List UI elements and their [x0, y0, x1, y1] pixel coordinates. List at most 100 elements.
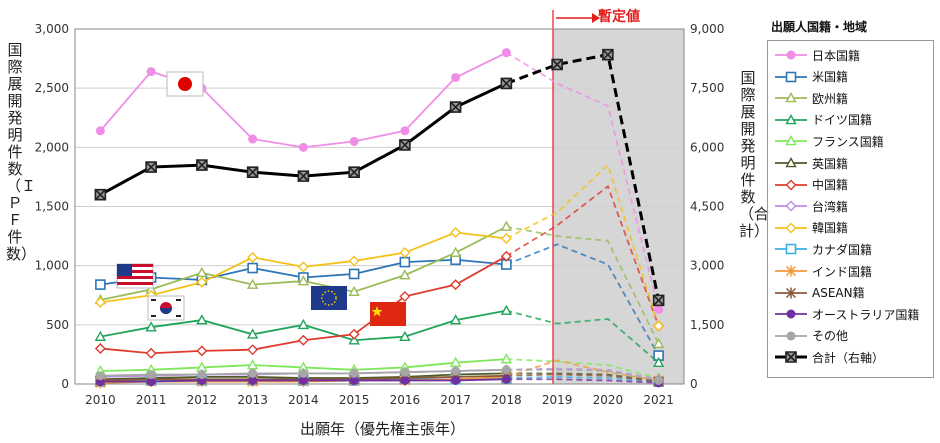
- series-line-solid: [100, 53, 506, 148]
- data-point: [401, 368, 409, 376]
- data-point: [452, 74, 460, 82]
- data-point: [502, 49, 510, 57]
- data-point: [96, 280, 105, 289]
- y-tick-left: 3,000: [35, 22, 69, 36]
- legend-swatch-icon: [774, 199, 808, 213]
- data-point: [146, 162, 156, 172]
- data-point: [299, 143, 307, 151]
- legend-swatch-icon: [774, 307, 808, 321]
- data-point: [248, 345, 257, 354]
- data-point: [502, 234, 511, 243]
- y-tick-left: 0: [61, 377, 69, 391]
- x-tick: 2014: [288, 393, 319, 407]
- x-tick: 2012: [187, 393, 218, 407]
- legend-label: 台湾籍: [812, 198, 848, 215]
- legend-label: インド国籍: [812, 263, 872, 280]
- legend-label: 韓国籍: [812, 219, 848, 236]
- legend-item: 欧州籍: [774, 88, 848, 108]
- legend-item: ドイツ国籍: [774, 110, 872, 130]
- y-axis-right-label: 国際展開発明件数（合計）: [739, 70, 757, 240]
- data-point: [96, 127, 104, 135]
- legend-marker: [787, 72, 796, 81]
- y-axis-right: 01,5003,0004,5006,0007,5009,000: [690, 22, 724, 391]
- y-tick-right: 6,000: [690, 140, 724, 154]
- y-tick-left: 500: [46, 318, 69, 332]
- legend-label: フランス国籍: [812, 133, 884, 150]
- x-tick: 2010: [85, 393, 116, 407]
- korea-flag-icon: [148, 296, 184, 320]
- y-tick-left: 2,000: [35, 140, 69, 154]
- data-point: [502, 366, 510, 374]
- y-axis-left-label: 国際展開発明件数（ＩＰＦ件数）: [6, 42, 24, 263]
- data-point: [400, 258, 409, 267]
- y-tick-left: 1,000: [35, 259, 69, 273]
- legend-label: ASEAN籍: [812, 284, 865, 301]
- x-axis: 2010201120122013201420152016201720182019…: [85, 393, 674, 407]
- legend-marker: [787, 180, 796, 189]
- data-point: [96, 372, 104, 380]
- data-point: [248, 167, 258, 177]
- data-point: [197, 346, 206, 355]
- data-point: [147, 68, 155, 76]
- legend-label: 欧州籍: [812, 90, 848, 107]
- x-tick: 2020: [593, 393, 624, 407]
- data-point: [197, 268, 206, 276]
- data-point: [248, 264, 257, 273]
- y-tick-right: 3,000: [690, 259, 724, 273]
- legend-swatch-icon: [774, 350, 808, 364]
- data-point: [501, 78, 511, 88]
- legend-marker: [787, 51, 795, 59]
- data-point: [147, 349, 156, 358]
- legend-marker: [787, 310, 795, 318]
- legend-label: 合計（右軸）: [812, 349, 884, 366]
- legend-item: ASEAN籍: [774, 283, 865, 303]
- data-point: [96, 344, 105, 353]
- data-point: [299, 262, 308, 271]
- data-point: [350, 256, 359, 265]
- data-point: [350, 269, 359, 278]
- x-axis-label: 出願年（優先権主張年）: [300, 418, 465, 439]
- data-point: [147, 371, 155, 379]
- data-point: [248, 253, 257, 262]
- data-point: [502, 222, 511, 230]
- legend-swatch-icon: [774, 286, 808, 300]
- legend-label: 米国籍: [812, 68, 848, 85]
- x-tick: 2021: [643, 393, 674, 407]
- data-point: [452, 376, 460, 384]
- legend-item: 米国籍: [774, 67, 848, 87]
- x-tick: 2016: [390, 393, 421, 407]
- legend-marker: [786, 352, 796, 362]
- legend-swatch-icon: [774, 91, 808, 105]
- legend-item: インド国籍: [774, 261, 872, 281]
- legend-marker: [787, 223, 796, 232]
- data-point: [451, 102, 461, 112]
- data-point: [655, 305, 663, 313]
- data-point: [400, 140, 410, 150]
- legend-swatch-icon: [774, 134, 808, 148]
- y-tick-right: 1,500: [690, 318, 724, 332]
- eu-flag-icon: [311, 286, 347, 310]
- data-point: [654, 295, 664, 305]
- data-point: [249, 369, 257, 377]
- y-tick-left: 2,500: [35, 81, 69, 95]
- data-point: [249, 135, 257, 143]
- data-point: [197, 160, 207, 170]
- legend-item: カナダ国籍: [774, 239, 872, 259]
- legend-item: オーストラリア国籍: [774, 304, 919, 324]
- y-tick-right: 4,500: [690, 200, 724, 214]
- legend-swatch-icon: [774, 221, 808, 235]
- data-point: [401, 376, 409, 384]
- legend-swatch-icon: [774, 329, 808, 343]
- data-point: [552, 60, 562, 70]
- legend-label: 英国籍: [812, 155, 848, 172]
- legend-swatch-icon: [774, 242, 808, 256]
- y-axis-left: 05001,0001,5002,0002,5003,000: [35, 22, 69, 391]
- data-point: [451, 280, 460, 289]
- data-point: [298, 171, 308, 181]
- data-point: [451, 228, 460, 237]
- provisional-label: 暫定値: [598, 6, 640, 26]
- legend-item: 台湾籍: [774, 196, 848, 216]
- data-point: [349, 167, 359, 177]
- legend-label: 中国籍: [812, 176, 848, 193]
- data-point: [350, 369, 358, 377]
